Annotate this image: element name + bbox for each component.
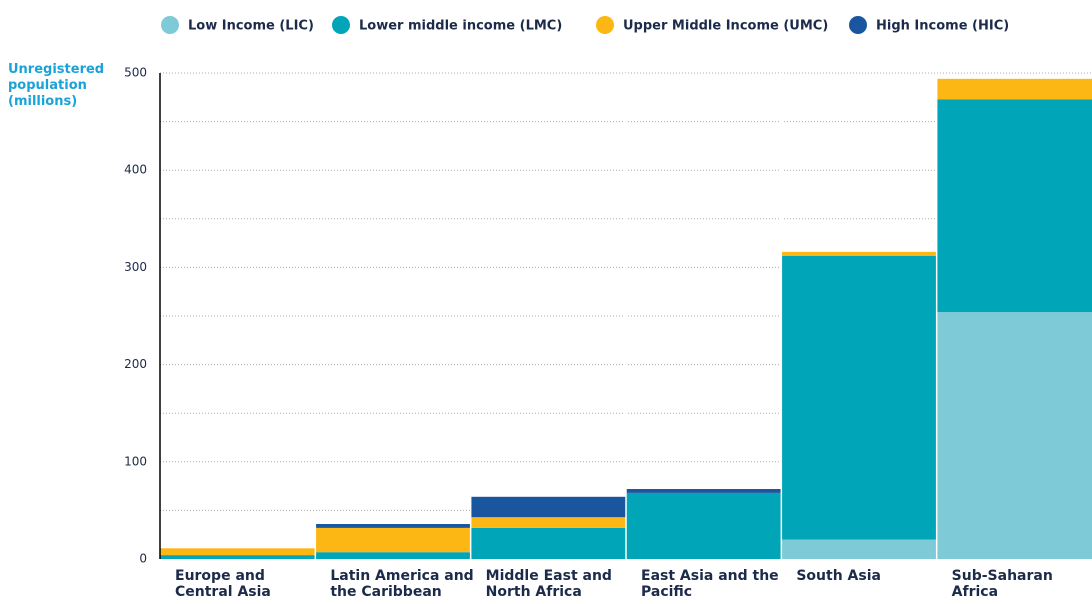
bar-segment (936, 78, 1092, 100)
bar-segment (315, 552, 471, 559)
legend-label: Upper Middle Income (UMC) (623, 19, 828, 34)
bar-segment (160, 555, 316, 559)
y-tick-label: 200 (124, 357, 147, 371)
y-tick-label: 0 (139, 552, 147, 566)
legend-swatch (849, 16, 867, 34)
bar-segment (470, 496, 626, 518)
legend-swatch (332, 16, 350, 34)
legend-label: Low Income (LIC) (188, 19, 314, 34)
y-tick-label: 400 (124, 163, 147, 177)
y-axis-label: Unregistered population (millions) (8, 62, 105, 109)
bar-segment (781, 255, 937, 540)
y-tick-label: 300 (124, 260, 147, 274)
bar-segment (160, 548, 316, 556)
y-tick-label: 500 (124, 66, 147, 80)
x-tick-label: Europe and Central Asia (175, 568, 271, 600)
x-tick-label: East Asia and the Pacific (641, 568, 779, 600)
bar-segment (781, 251, 937, 256)
bar-segment (626, 489, 782, 493)
bar-segment (470, 527, 626, 559)
bar-segment (626, 492, 782, 559)
bar-segment (936, 99, 1092, 313)
bar-segment (470, 517, 626, 528)
bar-segment (781, 539, 937, 559)
legend-label: Lower middle income (LMC) (359, 19, 562, 34)
y-tick-label: 100 (124, 454, 147, 468)
legend-swatch (596, 16, 614, 34)
x-tick-label: Sub-Saharan Africa (951, 568, 1053, 600)
legend-swatch (161, 16, 179, 34)
bar-segment (315, 527, 471, 553)
x-tick-label: South Asia (796, 568, 881, 584)
legend-label: High Income (HIC) (876, 19, 1009, 34)
bar-segment (936, 312, 1092, 559)
x-tick-label: Middle East and North Africa (485, 568, 612, 600)
x-tick-label: Latin America and the Caribbean (330, 568, 474, 600)
bar-segment (315, 524, 471, 528)
